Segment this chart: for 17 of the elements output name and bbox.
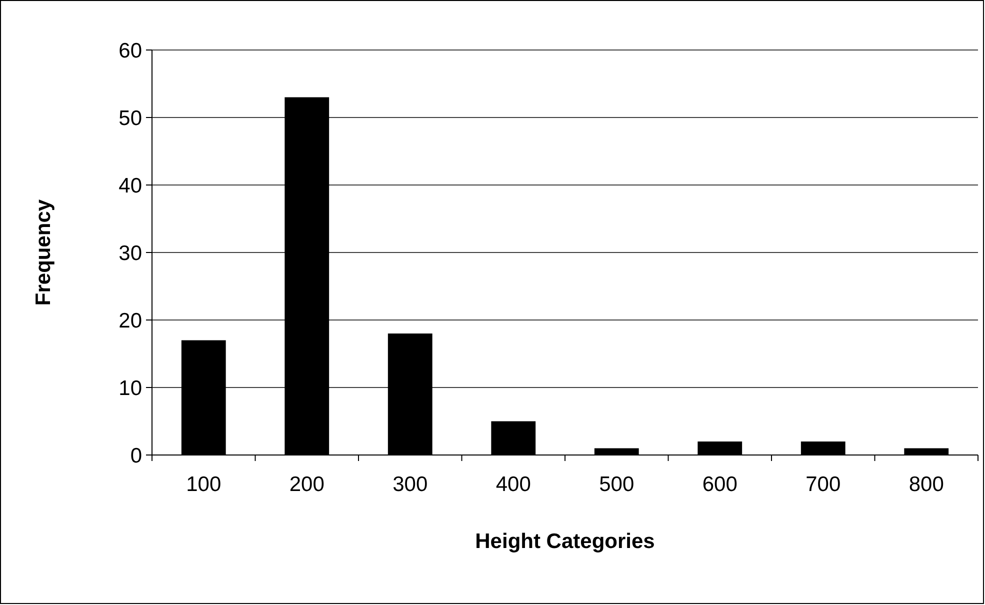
y-tick-label: 10	[118, 376, 142, 400]
y-tick-label: 40	[118, 174, 142, 198]
x-tick-label: 400	[496, 473, 531, 496]
x-tick-label: 600	[702, 473, 738, 496]
x-tick-label: 500	[599, 473, 634, 496]
y-tick-label: 50	[118, 106, 142, 130]
x-tick-label: 100	[186, 473, 222, 496]
y-axis-title: Frequency	[32, 199, 55, 306]
x-tick-label: 300	[392, 473, 428, 496]
x-axis-title: Height Categories	[475, 530, 655, 553]
y-tick-label: 60	[118, 39, 142, 62]
y-tick-label: 30	[118, 242, 142, 265]
x-tick-label: 700	[806, 473, 841, 496]
y-tick-label: 20	[118, 309, 142, 332]
x-tick-label: 200	[289, 473, 324, 496]
y-tick-label: 0	[130, 444, 142, 468]
x-tick-label: 800	[908, 473, 944, 496]
